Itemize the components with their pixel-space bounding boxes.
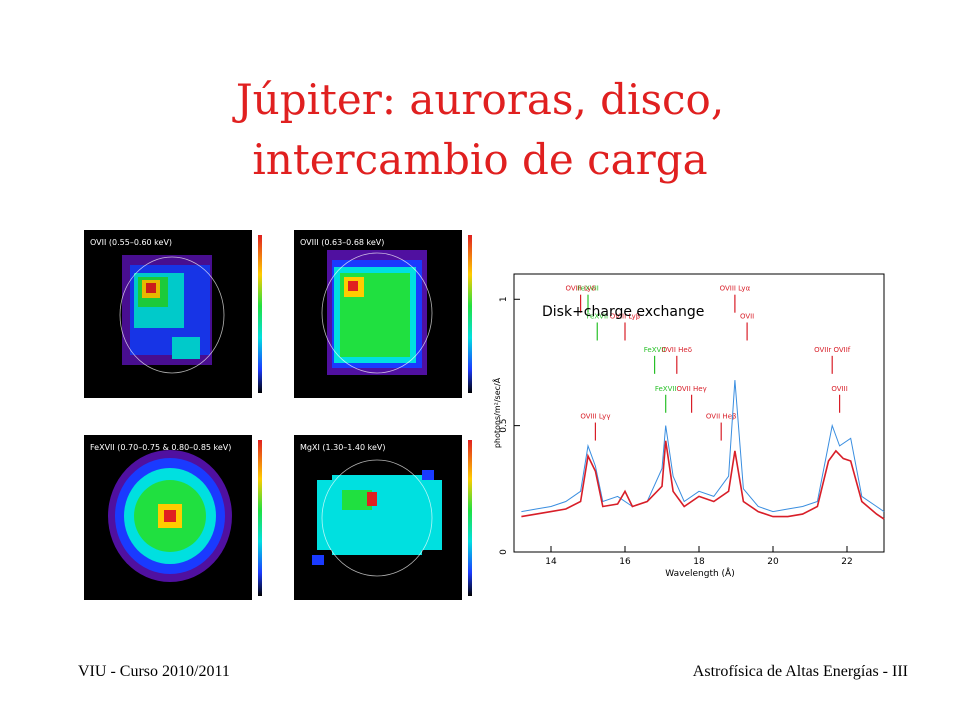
line-marker-label: OVIII Lyβ xyxy=(610,312,640,320)
map-panel-fexvii: FeXVII (0.70–0.75 & 0.80–0.85 keV) xyxy=(84,435,262,600)
map-label: OVII (0.55–0.60 keV) xyxy=(90,238,172,247)
line-marker-label: OVII Heδ xyxy=(662,346,692,354)
map-label: FeXVII (0.70–0.75 & 0.80–0.85 keV) xyxy=(90,443,231,452)
page-title-line1: Júpiter: auroras, disco, xyxy=(235,75,725,124)
line-marker-label: OVII Heγ xyxy=(676,385,706,393)
x-tick-label: 22 xyxy=(841,557,852,567)
map-panel-ovii: OVII (0.55–0.60 keV) xyxy=(84,230,262,398)
line-marker-label: OVIII Lyα xyxy=(720,285,751,293)
line-marker-label: OVIII Lyδ xyxy=(565,285,595,293)
footer-course: VIU - Curso 2010/2011 xyxy=(78,663,230,680)
page-title-line2: intercambio de carga xyxy=(252,135,708,184)
x-tick-label: 14 xyxy=(545,557,557,567)
line-marker-label: FeXVII xyxy=(644,346,666,354)
y-tick-label: 0 xyxy=(499,549,509,555)
y-tick-label: 1 xyxy=(499,296,509,302)
footer-subject: Astrofísica de Altas Energías - III xyxy=(692,663,908,680)
map-panel-oviii: OVIII (0.63–0.68 keV) xyxy=(294,230,472,398)
map-panel-mgxi: MgXI (1.30–1.40 keV) xyxy=(294,435,472,600)
spectrum-chart: FeXVII FeXVII FeXVII FeXVII OVIII Lyγ OVIII L… xyxy=(491,273,885,579)
y-tick-label: 0.5 xyxy=(499,418,509,432)
line-marker-label: FeXVII xyxy=(586,312,608,320)
x-tick-label: 18 xyxy=(693,557,705,567)
line-marker-label: FeXVII xyxy=(577,285,599,293)
map-label: OVIII (0.63–0.68 keV) xyxy=(300,238,384,247)
series-line-1 xyxy=(521,440,885,520)
map-label: MgXI (1.30–1.40 keV) xyxy=(300,443,386,452)
series-line-0 xyxy=(521,380,885,513)
y-axis-label: photons/m²/sec/Å xyxy=(491,377,502,448)
chart-annotation: Disk+charge exchange xyxy=(542,304,704,320)
x-axis-label: Wavelength (Å) xyxy=(665,567,734,579)
line-marker-label: OVIII xyxy=(831,385,847,393)
x-tick-label: 16 xyxy=(619,557,631,567)
line-marker-label: OVII Heβ xyxy=(706,413,737,421)
line-marker-label: OVII xyxy=(740,312,754,320)
line-marker-label: OVIII Lyγ xyxy=(580,413,610,421)
x-tick-label: 20 xyxy=(767,557,779,567)
line-marker-label: OVIIr OVIIf xyxy=(814,346,851,354)
line-marker-label: FeXVII xyxy=(655,385,677,393)
